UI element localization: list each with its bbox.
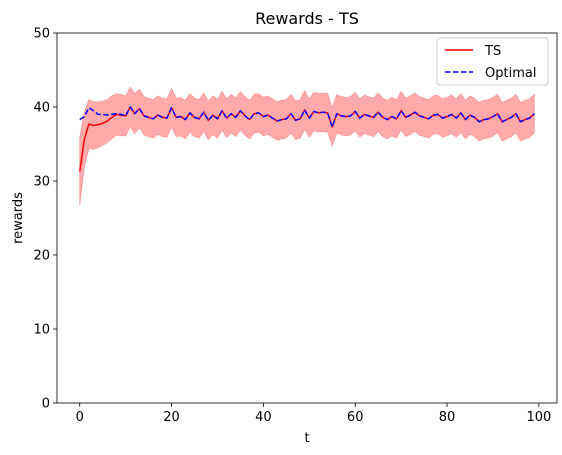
y-tick-label-30: 30 [33, 175, 50, 190]
legend: TS Optimal [436, 37, 549, 86]
y-tick-label-0: 0 [42, 397, 50, 412]
legend-label-ts: TS [484, 44, 501, 59]
y-axis: 0 10 20 30 40 50 [33, 27, 57, 412]
plot-background [57, 33, 557, 403]
y-tick-label-50: 50 [33, 27, 50, 42]
chart-title: Rewards - TS [255, 9, 359, 28]
series-line-optimal [79, 106, 535, 128]
y-tick-label-10: 10 [33, 323, 50, 338]
x-tick-label-60: 60 [347, 410, 364, 425]
x-axis: 0 20 40 60 80 100 [76, 403, 551, 425]
x-axis-label: t [304, 431, 309, 446]
x-tick-label-100: 100 [526, 410, 551, 425]
y-tick-label-40: 40 [33, 101, 50, 116]
x-tick-label-40: 40 [255, 410, 272, 425]
x-tick-label-0: 0 [76, 410, 84, 425]
legend-label-optimal: Optimal [485, 66, 536, 81]
y-tick-label-20: 20 [33, 249, 50, 264]
x-tick-label-20: 20 [163, 410, 180, 425]
plot-frame [56, 32, 558, 404]
y-axis-label: rewards [11, 192, 26, 244]
series-layer [78, 106, 535, 172]
x-tick-label-80: 80 [439, 410, 456, 425]
plot-area [56, 32, 558, 404]
